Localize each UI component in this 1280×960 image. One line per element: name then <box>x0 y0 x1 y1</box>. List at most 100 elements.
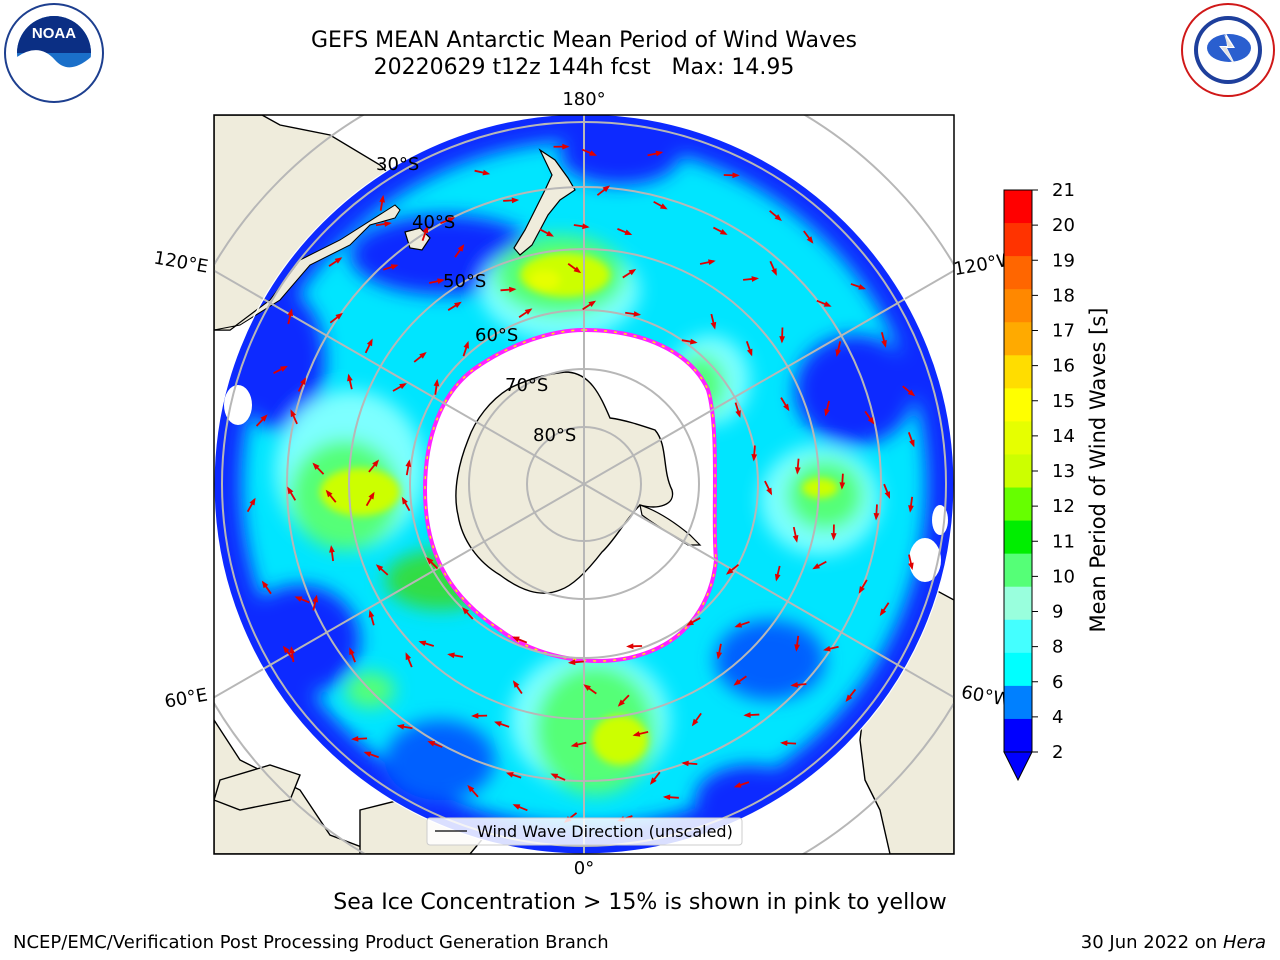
wind-wave-arrowhead <box>734 622 743 628</box>
wind-wave-arrowhead <box>334 257 343 264</box>
wind-wave-arrowhead <box>524 308 533 315</box>
wind-wave-arrowhead <box>375 564 384 572</box>
wind-wave-arrowhead <box>794 644 800 652</box>
colorbar-tick-label: 20 <box>1052 215 1075 236</box>
colorbar-tick-label: 19 <box>1052 250 1075 271</box>
wind-wave-arrowhead <box>260 414 268 422</box>
wind-wave-arrowhead <box>280 365 288 372</box>
wind-wave-arrowhead <box>427 741 436 747</box>
colorbar-segment <box>1004 520 1032 555</box>
colorbar-segment <box>1004 256 1032 290</box>
colorbar-segment <box>1004 586 1032 621</box>
wind-wave-arrowhead <box>774 573 781 582</box>
wind-wave-arrowhead <box>300 377 307 386</box>
wind-wave-arrowhead <box>822 645 831 652</box>
map-legend: Wind Wave Direction (unscaled) <box>426 817 743 846</box>
colorbar-tick-label: 12 <box>1052 496 1075 517</box>
legend-label: Wind Wave Direction (unscaled) <box>477 822 733 841</box>
footer-date: 30 Jun 2022 on Hera <box>1081 932 1266 953</box>
wind-wave-arrowhead <box>384 221 392 227</box>
wind-wave-arrowhead <box>824 408 830 417</box>
wind-wave-arrowhead <box>482 169 491 176</box>
new-zealand <box>513 148 576 256</box>
wind-wave-arrowhead <box>261 580 269 589</box>
wind-wave-arrowhead <box>662 794 671 801</box>
colorbar-tick-label: 13 <box>1052 461 1075 482</box>
colorbar-segment <box>1004 718 1032 753</box>
wind-wave-arrowhead <box>884 491 891 499</box>
wind-wave-arrowhead <box>746 348 753 357</box>
wind-wave-arrowhead <box>779 336 786 344</box>
wind-wave-arrowhead <box>908 562 914 571</box>
wind-wave-arrowhead <box>691 718 699 727</box>
wind-wave-arrowhead <box>325 489 333 498</box>
wind-wave-arrowhead <box>454 301 462 308</box>
wind-wave-arrowhead <box>405 459 412 468</box>
wind-wave-arrowhead <box>368 491 375 500</box>
wind-wave-arrowhead <box>725 567 734 575</box>
wind-wave-arrows <box>246 143 916 823</box>
wind-wave-arrowhead <box>289 646 296 654</box>
wind-wave-arrowhead <box>633 311 642 317</box>
wind-wave-arrowhead <box>399 383 407 390</box>
colorbar-segment <box>1004 454 1032 489</box>
land-outside-disk <box>214 115 954 854</box>
wind-wave-arrowhead <box>426 557 434 565</box>
colorbar-tick-label: 11 <box>1052 531 1075 552</box>
lat-label-80s: 80°S <box>533 425 576 446</box>
colorbar-tick-label: 9 <box>1052 602 1063 623</box>
wind-wave-arrowhead <box>766 487 773 496</box>
wind-wave-arrowhead <box>626 643 634 650</box>
wind-wave-arrowhead <box>505 772 514 778</box>
colorbar-tick-label: 16 <box>1052 356 1075 377</box>
wind-wave-arrowhead <box>312 594 319 603</box>
colorbar: 21 20 19 18 17 16 15 14 13 12 11 10 9 8 6 4 2 <box>1003 180 1075 782</box>
colorbar-segment <box>1004 223 1032 257</box>
wind-wave-arrowhead <box>751 453 758 462</box>
wind-wave-arrowhead <box>511 197 520 204</box>
wind-wave-arrowhead <box>602 185 611 193</box>
wind-wave-arrowhead <box>792 535 799 543</box>
wind-wave-arrowhead <box>823 301 832 307</box>
wind-wave-arrowhead <box>463 340 469 349</box>
wind-wave-arrowhead <box>719 228 728 235</box>
wind-wave-arrowhead <box>588 300 597 308</box>
footer-credit: NCEP/EMC/Verification Post Processing Pr… <box>13 932 609 953</box>
national-weather-service-logo <box>1181 3 1275 97</box>
wind-wave-arrowhead <box>287 308 294 317</box>
wind-wave-arrowhead <box>437 278 445 284</box>
wind-wave-arrowhead <box>589 150 597 156</box>
wind-wave-arrowhead <box>858 585 865 594</box>
lat-label-70s: 70°S <box>505 375 548 396</box>
wind-wave-arrowhead <box>396 723 405 730</box>
colorbar-segment <box>1004 553 1032 588</box>
wind-wave-arrowhead <box>372 459 380 468</box>
wind-wave-arrowhead <box>287 486 294 495</box>
wind-wave-arrowhead <box>812 563 821 570</box>
chart-subtitle: 20220629 t12z 144h fcst Max: 14.95 <box>373 55 795 80</box>
wind-wave-arrowhead <box>471 712 479 719</box>
lat-label-50s: 50°S <box>443 271 486 292</box>
wind-wave-arrowhead <box>806 236 814 244</box>
wind-wave-arrowhead <box>708 259 716 266</box>
wind-wave-arrowhead <box>294 596 303 602</box>
wind-wave-arrowhead <box>774 214 782 222</box>
wind-wave-arrowhead <box>583 684 591 691</box>
wind-wave-arrowhead <box>562 143 570 150</box>
lon-label-180: 180° <box>562 89 605 110</box>
colorbar-segment <box>1004 355 1032 389</box>
wind-wave-arrowhead <box>351 735 359 742</box>
colorbar-tick-label: 10 <box>1052 566 1075 587</box>
colorbar-segment <box>1004 685 1032 720</box>
wind-wave-arrowhead <box>649 777 657 785</box>
wind-wave-arrowhead <box>783 403 790 412</box>
wind-wave-arrowhead <box>858 284 867 290</box>
wind-wave-arrowhead <box>494 721 502 727</box>
wind-wave-arrowhead <box>733 678 742 686</box>
colorbar-segment <box>1004 190 1032 224</box>
wind-wave-arrowhead <box>628 268 637 276</box>
wind-wave-arrowhead <box>732 172 740 179</box>
wind-wave-arrowhead <box>839 482 846 490</box>
wind-wave-arrowhead <box>418 640 427 647</box>
wind-wave-arrowhead <box>546 230 554 237</box>
